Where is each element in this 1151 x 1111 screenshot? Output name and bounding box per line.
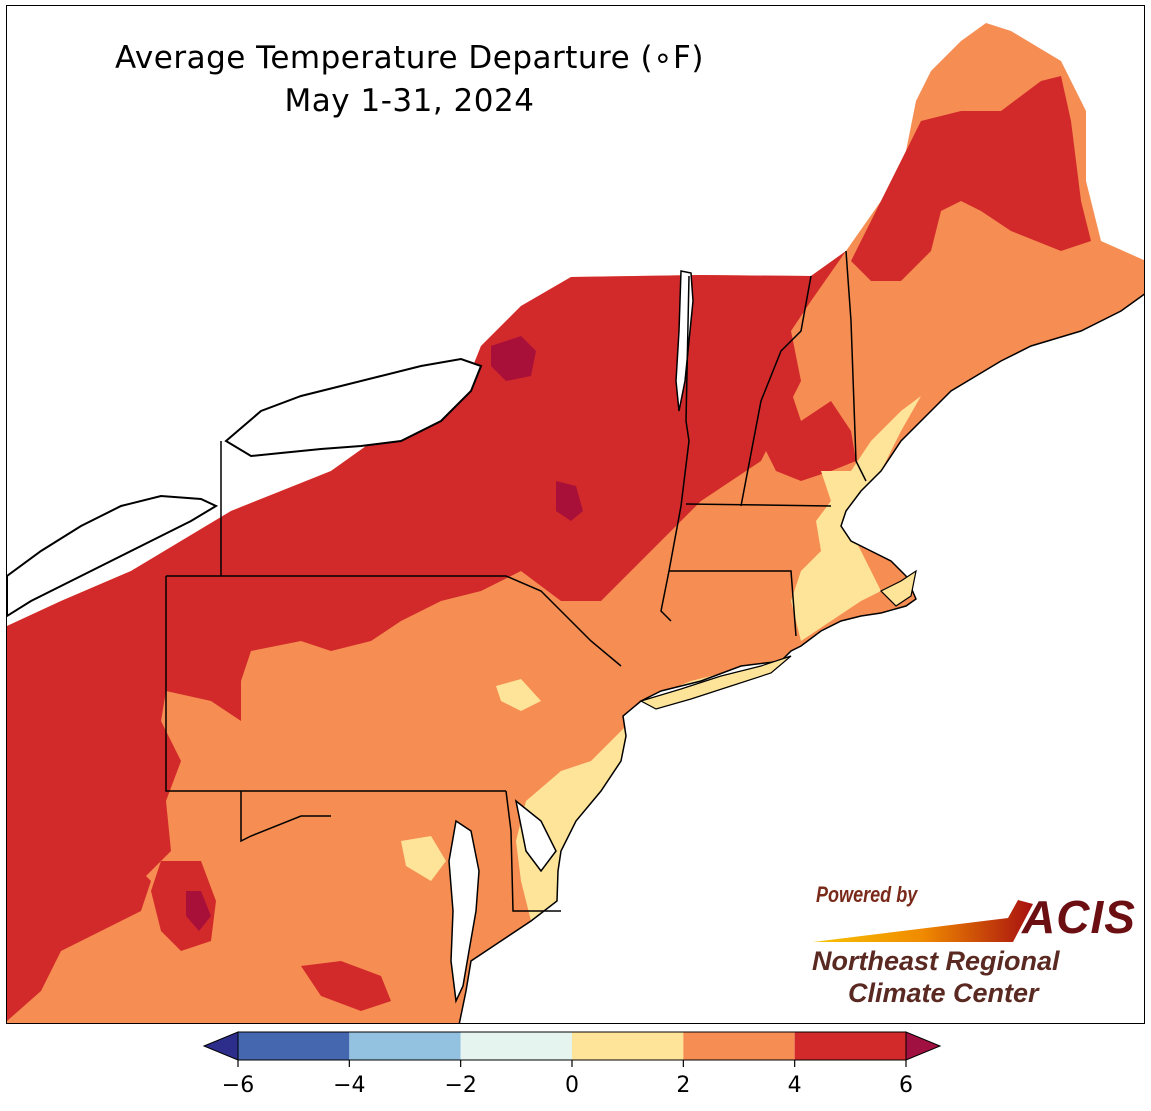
- colorbar-tick-label: −2: [444, 1073, 476, 1098]
- colorbar-tick-label: 2: [676, 1073, 690, 1098]
- colorbar-bin: [572, 1032, 684, 1060]
- map-panel: Average Temperature Departure (∘F) May 1…: [6, 5, 1145, 1024]
- colorbar-tick-label: −4: [333, 1073, 365, 1098]
- colorbar-bin: [794, 1032, 906, 1060]
- acis-swoosh-icon: [813, 900, 1033, 942]
- anomaly-0-2-spot: [401, 836, 446, 881]
- anomaly-4-6-nh: [746, 356, 856, 481]
- anomaly-over-6-spot: [186, 891, 211, 931]
- colorbar-bin: [349, 1032, 461, 1060]
- state-borders: [165, 250, 867, 912]
- logo-acis-wordmark: ACIS: [1022, 891, 1136, 943]
- acis-logo: Powered by ACIS Northeast Regional Clima…: [808, 880, 1135, 1015]
- map-subtitle: May 1-31, 2024: [284, 83, 535, 119]
- atlantic-ocean: [459, 294, 1144, 1023]
- cape-cod: [879, 569, 917, 607]
- temperature-departure-map: [7, 23, 1144, 1023]
- anomaly-0-2-nj-coast: [516, 726, 631, 921]
- logo-powered-by: Powered by: [816, 882, 918, 907]
- colorbar-tick-label: 4: [788, 1073, 802, 1098]
- anomaly-over-6-spot: [491, 336, 536, 381]
- colorbar-over-arrow: [905, 1031, 942, 1061]
- colorbar-bin: [683, 1032, 795, 1060]
- colorbar-tick-label: −6: [222, 1073, 254, 1098]
- anomaly-4-6-region: [7, 251, 846, 931]
- logo-org-line2: Climate Center: [848, 978, 1039, 1008]
- anomaly-4-6-maine: [851, 76, 1091, 281]
- colorbar-bin: [238, 1032, 350, 1060]
- map-title: Average Temperature Departure (∘F): [115, 40, 704, 76]
- long-island: [639, 655, 792, 710]
- lake-ontario: [224, 357, 483, 458]
- anomaly-0-2-new-england-coast: [791, 396, 921, 641]
- anomaly-0-2-spot: [496, 679, 541, 711]
- chesapeake-bay: [448, 819, 480, 1004]
- coastline: [458, 293, 1144, 1023]
- colorbar-tick-label: 6: [899, 1073, 913, 1098]
- colorbar-bin: [460, 1032, 572, 1060]
- colorbar-under-arrow: [202, 1031, 239, 1061]
- colorbar-legend: −6 −4 −2 0 2 4 6: [202, 1031, 942, 1098]
- delaware-bay: [514, 799, 557, 873]
- anomaly-4-6-va: [301, 961, 391, 1011]
- anomaly-4-6-ohio: [7, 861, 151, 1021]
- colorbar-tick-label: 0: [565, 1073, 579, 1098]
- lake-erie: [7, 494, 219, 618]
- logo-org-line1: Northeast Regional: [812, 946, 1060, 976]
- anomaly-over-6-spot: [556, 481, 583, 521]
